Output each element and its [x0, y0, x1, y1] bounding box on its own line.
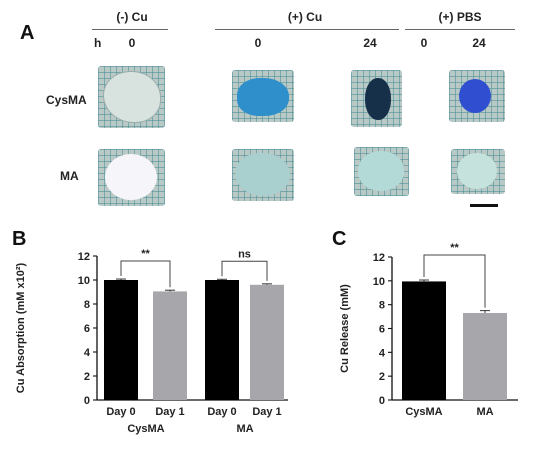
time-label-neg-cu-0: 0	[128, 36, 136, 50]
x-tick-label: Day 0	[207, 406, 236, 418]
group-rule-pos-cu	[215, 29, 399, 30]
panel-b-letter: B	[12, 228, 27, 250]
x-tick-label: Day 1	[252, 406, 281, 418]
y-tick-label: 0	[379, 395, 385, 407]
photo-ma-cu-24h	[354, 147, 409, 196]
group-header-pos-cu: (+) Cu	[287, 10, 323, 24]
significance-label: ns	[238, 248, 251, 260]
significance-label: **	[141, 248, 150, 260]
panel-a-letter: A	[20, 22, 35, 44]
y-tick-label: 4	[379, 347, 386, 359]
bar	[205, 280, 239, 400]
significance-bracket	[423, 254, 486, 308]
y-tick-label: 8	[84, 299, 90, 311]
hours-label: h	[94, 36, 102, 50]
y-tick-label: 8	[379, 300, 385, 312]
group-rule-neg-cu	[92, 29, 168, 30]
hydrogel-disc	[457, 153, 497, 189]
y-tick-label: 10	[373, 276, 385, 288]
chart-b: 0 2 4 6 8 10 12 Cu Absorption (mM x10²) Day 0 Day…	[15, 248, 288, 435]
scale-bar	[470, 204, 498, 207]
significance-bracket	[221, 260, 268, 281]
row-label-ma: MA	[60, 169, 79, 183]
photo-ma-neg-cu-0h	[98, 149, 165, 206]
time-label-cu-24: 24	[363, 36, 377, 50]
hydrogel-disc	[235, 153, 290, 196]
y-tick-label: 12	[373, 252, 385, 264]
y-tick-label: 10	[78, 275, 90, 287]
y-tick-label: 6	[379, 324, 385, 336]
y-tick-label: 0	[84, 395, 90, 407]
time-label-pbs-0: 0	[420, 36, 428, 50]
y-axis-label: Cu Absorption (mM x10²)	[15, 262, 27, 393]
bar	[153, 291, 187, 400]
photo-cysma-cu-0h	[232, 70, 294, 122]
x-tick-label: Day 0	[106, 406, 135, 418]
chart-c: 0 2 4 6 8 10 12 Cu Release (mM) CysMA MA **	[339, 242, 518, 418]
bar	[104, 280, 138, 400]
hydrogel-disc	[365, 78, 391, 120]
bar	[250, 284, 284, 400]
hydrogel-disc	[459, 79, 491, 113]
photo-cysma-pbs-24h	[449, 70, 505, 122]
time-label-cu-0: 0	[254, 36, 262, 50]
x-tick-label: CysMA	[405, 406, 442, 418]
hydrogel-disc	[358, 151, 404, 191]
hydrogel-disc	[105, 154, 157, 200]
significance-bracket	[120, 260, 171, 288]
x-tick-label: Day 1	[155, 406, 184, 418]
hydrogel-disc	[237, 78, 289, 116]
x-group-label: MA	[236, 423, 253, 435]
group-rule-pbs	[405, 29, 515, 30]
row-label-cysma: CysMA	[46, 93, 87, 107]
y-tick-label: 12	[78, 251, 90, 263]
x-group-label: CysMA	[127, 423, 164, 435]
bar	[463, 313, 507, 400]
y-axis-label: Cu Release (mM)	[339, 284, 351, 373]
time-label-pbs-24: 24	[472, 36, 486, 50]
group-header-neg-cu: (-) Cu	[116, 10, 148, 24]
significance-label: **	[450, 242, 459, 254]
photo-ma-cu-0h	[232, 149, 294, 201]
group-header-pbs: (+) PBS	[438, 10, 482, 24]
y-tick-label: 4	[84, 347, 91, 359]
photo-cysma-cu-24h	[351, 70, 402, 127]
x-tick-label: MA	[476, 406, 493, 418]
photo-ma-pbs-24h	[451, 149, 505, 194]
y-tick-label: 2	[84, 371, 90, 383]
photo-cysma-neg-cu-0h	[98, 66, 165, 128]
hydrogel-disc	[103, 71, 161, 123]
y-tick-label: 2	[379, 371, 385, 383]
y-tick-label: 6	[84, 323, 90, 335]
bar	[402, 281, 446, 400]
panel-c-letter: C	[332, 228, 347, 250]
